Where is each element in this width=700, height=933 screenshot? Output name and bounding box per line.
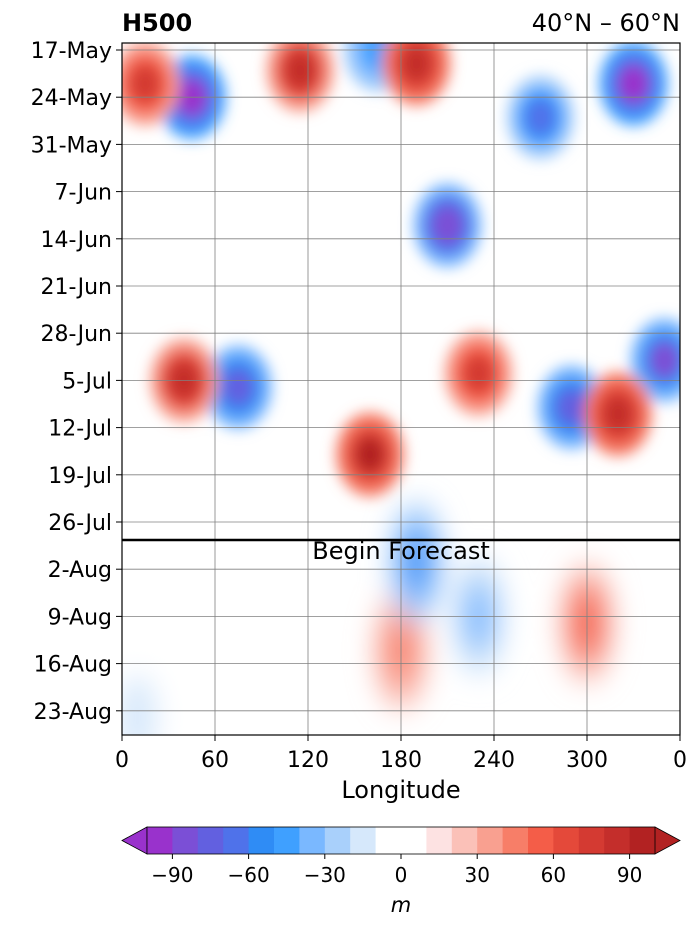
- colorbar-tick-label: −90: [151, 863, 193, 887]
- anomaly-blob-core: [463, 354, 494, 393]
- colorbar-tick-label: 0: [395, 863, 408, 887]
- anomaly-blob-core: [618, 64, 649, 103]
- anomaly-blob-core: [354, 435, 386, 474]
- y-tick-label: 9-Aug: [48, 605, 112, 630]
- colorbar-segment: [604, 827, 631, 854]
- anomaly-blob-core: [556, 388, 587, 427]
- colorbar-tick-label: −60: [227, 863, 269, 887]
- colorbar-segment: [426, 827, 453, 854]
- y-tick-label: 14-Jun: [40, 228, 112, 253]
- y-tick-label: 16-Aug: [34, 653, 112, 678]
- colorbar-extend-low: [121, 826, 148, 855]
- colorbar-segment: [223, 827, 250, 854]
- chart-title-right: 40°N – 60°N: [532, 9, 680, 37]
- x-tick-label: 0: [115, 748, 129, 773]
- anomaly-blob-core: [129, 64, 161, 103]
- y-tick-label: 19-Jul: [48, 464, 112, 489]
- colorbar-segment: [578, 827, 605, 854]
- colorbar-segment: [451, 827, 478, 854]
- y-tick-label: 17-May: [31, 39, 112, 64]
- colorbar-segment: [248, 827, 275, 854]
- anomaly-blob-core: [401, 44, 432, 83]
- colorbar-segment: [375, 827, 427, 854]
- y-tick-label: 26-Jul: [48, 511, 112, 536]
- anomaly-blob-core: [525, 98, 556, 137]
- x-axis-label: Longitude: [341, 776, 460, 804]
- analysis-anomaly-blobs: [122, 43, 680, 497]
- forecast-blob-core: [404, 535, 429, 590]
- colorbar-tick-label: 60: [541, 863, 566, 887]
- colorbar-label: m: [391, 893, 411, 917]
- colorbar-tick-label: −30: [304, 863, 346, 887]
- y-tick-label: 31-May: [31, 133, 112, 158]
- y-tick-label: 5-Jul: [62, 369, 112, 394]
- colorbar-segment: [553, 827, 580, 854]
- heatmap-field: [122, 43, 680, 735]
- colorbar-segment: [477, 827, 504, 854]
- anomaly-blob-core: [432, 206, 463, 245]
- colorbar-segment: [324, 827, 351, 854]
- x-tick-label: 0: [673, 748, 687, 773]
- anomaly-blob-core: [284, 51, 316, 90]
- y-tick-label: 21-Jun: [40, 275, 112, 300]
- chart-title-left: H500: [122, 9, 192, 37]
- x-tick-label: 60: [201, 748, 229, 773]
- y-tick-label: 28-Jun: [40, 322, 112, 347]
- y-tick-label: 24-May: [31, 86, 112, 111]
- y-tick-label: 23-Aug: [34, 700, 112, 725]
- anomaly-blob-core: [222, 368, 254, 407]
- colorbar-segment: [197, 827, 224, 854]
- colorbar-extend-high: [654, 826, 681, 855]
- colorbar-segment: [299, 827, 326, 854]
- y-tick-label: 7-Jun: [54, 181, 112, 206]
- x-tick-label: 120: [287, 748, 329, 773]
- colorbar-segment: [528, 827, 554, 854]
- y-tick-label: 2-Aug: [48, 558, 112, 583]
- x-axis-ticks: 0 60 120 180 240 300 0: [115, 735, 687, 773]
- x-tick-label: 240: [473, 748, 515, 773]
- forecast-label: Begin Forecast: [312, 537, 490, 565]
- grid-lines: [122, 43, 680, 735]
- colorbar-tick-label: 90: [617, 863, 642, 887]
- y-tick-label: 12-Jul: [48, 417, 112, 442]
- colorbar-tick-label: 30: [464, 863, 489, 887]
- anomaly-blob-core: [602, 395, 634, 434]
- colorbar: −90 −60 −30 0 30 60 90: [121, 826, 681, 887]
- colorbar-segment: [350, 827, 377, 854]
- colorbar-segment: [629, 827, 656, 854]
- x-tick-label: 300: [566, 748, 608, 773]
- colorbar-segment: [147, 827, 173, 854]
- y-axis-ticks: 17-May 24-May 31-May 7-Jun 14-Jun 21-Jun 28-Ju…: [31, 39, 122, 725]
- forecast-blob-core: [125, 690, 150, 735]
- colorbar-segment: [502, 827, 529, 854]
- anomaly-blob-core: [649, 341, 680, 380]
- colorbar-segment: [172, 827, 199, 854]
- colorbar-segment: [274, 827, 300, 854]
- x-tick-label: 180: [380, 748, 422, 773]
